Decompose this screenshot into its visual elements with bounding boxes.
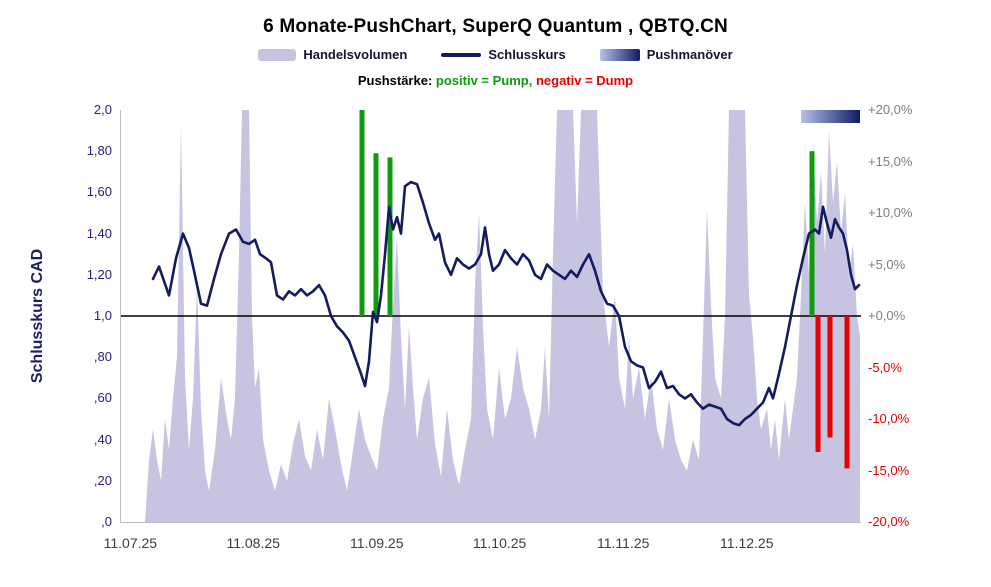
push-maneuver-bar <box>801 110 860 123</box>
left-axis-tick: 2,0 <box>93 102 112 117</box>
right-axis-tick: -15,0% <box>868 462 910 478</box>
right-axis-tick: +0,0% <box>868 308 906 323</box>
push-maneuver-swatch-icon <box>599 48 640 61</box>
dump-label: negativ = Dump <box>535 73 634 88</box>
left-axis-tick: ,40 <box>93 431 112 447</box>
legend: Handelsvolumen Schlusskurs Pushmanöver <box>0 47 991 62</box>
x-axis-tick: 11.11.25 <box>596 535 650 551</box>
dump-bar <box>844 316 850 469</box>
legend-item-close: Schlusskurs <box>441 47 566 62</box>
legend-item-push: Pushmanöver <box>599 47 733 62</box>
right-axis-tick: +10,0% <box>868 205 913 220</box>
pump-bar <box>359 110 365 316</box>
left-axis-tick: 1,60 <box>86 184 112 200</box>
right-axis-tick: -20,0% <box>868 514 910 529</box>
left-axis-tick: ,80 <box>93 349 112 365</box>
x-axis-tick: 11.09.25 <box>350 535 404 551</box>
x-axis-tick: 11.10.25 <box>472 535 527 551</box>
volume-swatch-icon <box>258 48 297 61</box>
left-axis-tick: ,60 <box>93 390 112 406</box>
left-axis-tick: 1,80 <box>86 143 112 159</box>
chart-title: 6 Monate-PushChart, SuperQ Quantum , QBT… <box>263 16 728 37</box>
pump-bar <box>809 151 815 316</box>
volume-area <box>145 110 860 522</box>
left-axis-tick: ,20 <box>93 472 112 488</box>
push-strength-legend: Pushstärke: positiv = Pump, negativ = Du… <box>0 73 991 88</box>
legend-item-volume: Handelsvolumen <box>258 47 407 62</box>
left-axis-tick: 1,20 <box>86 266 112 282</box>
x-axis-tick: 11.07.25 <box>103 535 158 551</box>
left-axis-tick: 1,0 <box>93 308 112 323</box>
right-axis-tick: +20,0% <box>868 102 913 117</box>
dump-bar <box>827 316 833 438</box>
legend-close-label: Schlusskurs <box>488 47 566 62</box>
push-strength-label: Pushstärke: <box>357 73 433 88</box>
legend-push-label: Pushmanöver <box>646 47 733 62</box>
close-line-swatch-icon <box>441 52 482 57</box>
pump-bar <box>373 153 379 316</box>
pump-bar <box>387 157 393 316</box>
right-axis-tick: -10,0% <box>868 411 910 426</box>
dump-bar <box>815 316 821 452</box>
right-axis-tick: +15,0% <box>868 153 913 169</box>
pushchart-svg <box>121 110 861 522</box>
right-axis-tick: -5,0% <box>868 359 902 375</box>
left-axis-tick: ,0 <box>101 514 112 529</box>
left-axis-title: Schlusskurs CAD <box>29 248 46 384</box>
close-line <box>151 180 861 427</box>
pump-label: positiv = Pump, <box>435 73 533 88</box>
left-axis-tick: 1,40 <box>86 225 112 241</box>
legend-volume-label: Handelsvolumen <box>303 47 408 62</box>
x-axis-tick: 11.08.25 <box>226 535 280 551</box>
x-axis-tick: 11.12.25 <box>720 535 774 551</box>
right-axis-tick: +5,0% <box>868 256 906 272</box>
plot-area <box>120 110 861 523</box>
